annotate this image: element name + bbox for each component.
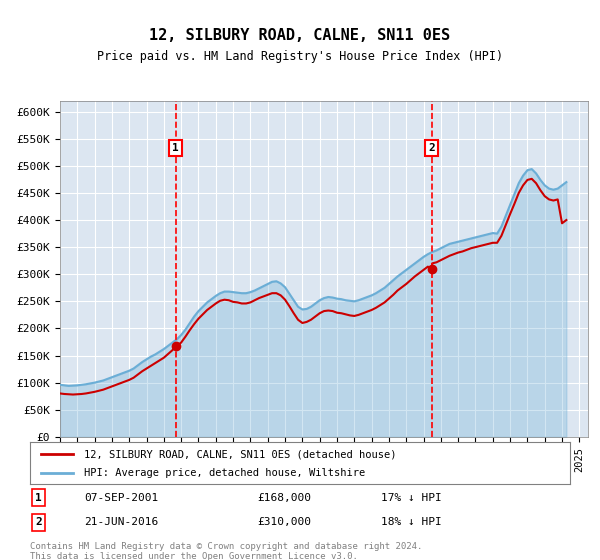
Text: 12, SILBURY ROAD, CALNE, SN11 0ES: 12, SILBURY ROAD, CALNE, SN11 0ES [149, 28, 451, 43]
Text: 07-SEP-2001: 07-SEP-2001 [84, 493, 158, 503]
Text: 2: 2 [35, 517, 42, 528]
Text: 21-JUN-2016: 21-JUN-2016 [84, 517, 158, 528]
Text: 18% ↓ HPI: 18% ↓ HPI [381, 517, 442, 528]
Text: £168,000: £168,000 [257, 493, 311, 503]
Text: Price paid vs. HM Land Registry's House Price Index (HPI): Price paid vs. HM Land Registry's House … [97, 50, 503, 63]
Text: 1: 1 [35, 493, 42, 503]
Text: 1: 1 [172, 143, 179, 153]
Text: 17% ↓ HPI: 17% ↓ HPI [381, 493, 442, 503]
Text: Contains HM Land Registry data © Crown copyright and database right 2024.
This d: Contains HM Land Registry data © Crown c… [30, 542, 422, 560]
Text: 12, SILBURY ROAD, CALNE, SN11 0ES (detached house): 12, SILBURY ROAD, CALNE, SN11 0ES (detac… [84, 449, 397, 459]
Text: HPI: Average price, detached house, Wiltshire: HPI: Average price, detached house, Wilt… [84, 468, 365, 478]
Text: 2: 2 [428, 143, 435, 153]
Text: £310,000: £310,000 [257, 517, 311, 528]
